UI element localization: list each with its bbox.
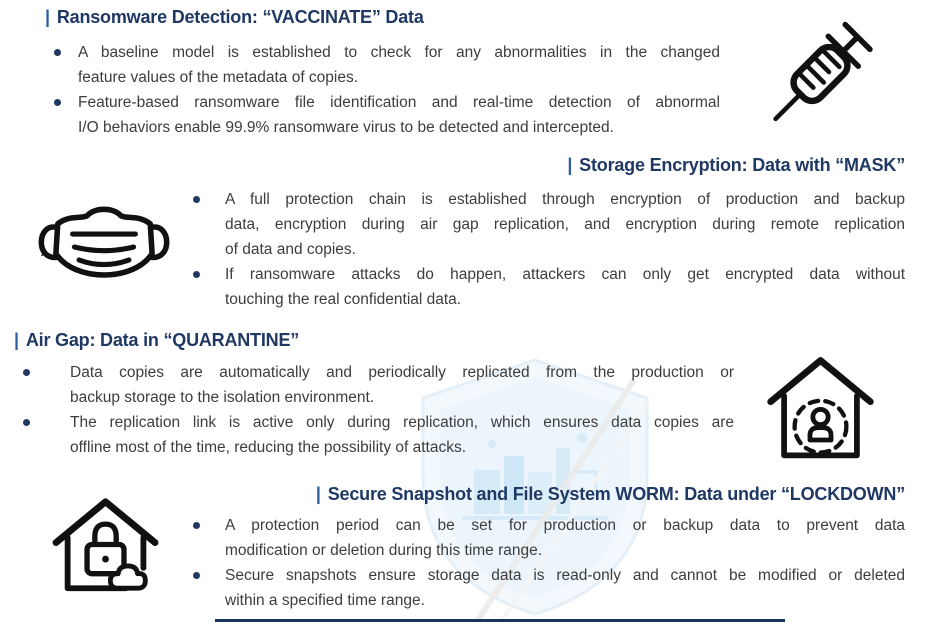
section-title: Storage Encryption: Data with “MASK” — [579, 155, 905, 175]
section-title: Air Gap: Data in “QUARANTINE” — [25, 330, 300, 350]
list-item: If ransomware attacks do happen, attacke… — [185, 262, 905, 312]
bullet-line: If ransomware attacks do happen, attacke… — [225, 266, 905, 283]
bullet-line: Data copies are automatically and period… — [70, 364, 734, 381]
stray-period-text: . — [40, 243, 45, 260]
bullet-dot — [23, 369, 30, 376]
bullet-line: touching the real confidential data. — [225, 291, 462, 308]
bullet-line: The replication link is active only duri… — [70, 414, 734, 431]
bullet-list-mask: A full protection chain is established t… — [185, 187, 905, 312]
bullet-list-quarantine: Data copies are automatically and period… — [12, 360, 734, 460]
bullet-dot — [54, 99, 61, 106]
face-mask-icon — [30, 196, 178, 298]
section-header-mask: | Storage Encryption: Data with “MASK” — [567, 155, 905, 176]
header-accent-bar: | — [45, 7, 50, 27]
lockdown-house-icon — [50, 494, 162, 596]
list-item: The replication link is active only duri… — [12, 410, 734, 460]
bullet-line: backup storage to the isolation environm… — [70, 389, 375, 406]
bullet-line: feature values of the metadata of copies… — [78, 69, 359, 86]
list-item: A baseline model is established to check… — [42, 40, 720, 90]
section-header-vaccinate: | Ransomware Detection: “VACCINATE” Data — [45, 7, 424, 28]
bullet-line: Feature-based ransomware file identifica… — [78, 94, 720, 111]
section-header-lockdown: | Secure Snapshot and File System WORM: D… — [316, 484, 905, 505]
list-item: A protection period can be set for produ… — [185, 513, 905, 563]
bullet-line: Secure snapshots ensure storage data is … — [225, 567, 905, 584]
footer-divider-line — [215, 619, 785, 622]
list-item: Data copies are automatically and period… — [12, 360, 734, 410]
header-accent-bar: | — [315, 484, 321, 504]
bullet-line: modification or deletion during this tim… — [225, 542, 543, 559]
bullet-dot — [193, 271, 200, 278]
bullet-line: A protection period can be set for produ… — [225, 517, 905, 534]
bullet-dot — [54, 49, 61, 56]
bullet-list-lockdown: A protection period can be set for produ… — [185, 513, 905, 613]
section-header-quarantine: | Air Gap: Data in “QUARANTINE” — [14, 330, 299, 351]
list-item: Secure snapshots ensure storage data is … — [185, 563, 905, 613]
section-title: Secure Snapshot and File System WORM: Da… — [327, 484, 905, 504]
bullet-line: offline most of the time, reducing the p… — [70, 439, 467, 456]
quarantine-house-icon — [763, 350, 878, 462]
bullet-line: of data and copies. — [225, 241, 356, 258]
bullet-dot — [193, 196, 200, 203]
bullet-line: within a specified time range. — [225, 592, 425, 609]
bullet-line: A baseline model is established to check… — [78, 44, 720, 61]
bullet-line: I/O behaviors enable 99.9% ransomware vi… — [78, 119, 614, 136]
bullet-dot — [193, 572, 200, 579]
section-title: Ransomware Detection: “VACCINATE” Data — [56, 7, 424, 27]
syringe-icon — [748, 5, 893, 143]
bullet-dot — [23, 419, 30, 426]
bullet-list-vaccinate: A baseline model is established to check… — [42, 40, 720, 140]
list-item: A full protection chain is established t… — [185, 187, 905, 262]
list-item: Feature-based ransomware file identifica… — [42, 90, 720, 140]
bullet-line: data, encryption during air gap replicat… — [225, 216, 905, 233]
header-accent-bar: | — [14, 330, 19, 350]
bullet-line: A full protection chain is established t… — [225, 191, 905, 208]
header-accent-bar: | — [567, 155, 573, 175]
bullet-dot — [193, 522, 200, 529]
